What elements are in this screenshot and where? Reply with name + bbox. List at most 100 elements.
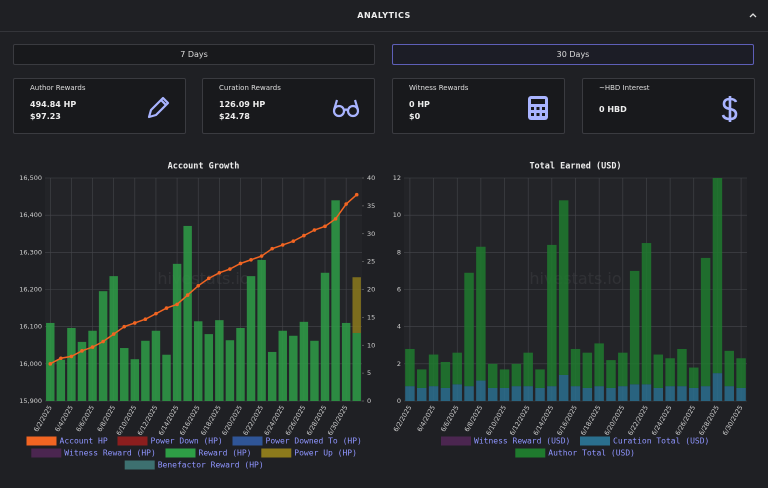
legend-label: Author Total (USD) xyxy=(548,449,635,458)
bar xyxy=(570,348,581,387)
bar xyxy=(582,352,593,388)
legend-swatch xyxy=(232,436,263,446)
x-tick-label: 6/20/2025 xyxy=(220,404,244,437)
x-tick-label: 6/2/2025 xyxy=(32,404,54,433)
bar xyxy=(535,387,545,401)
x-tick-label: 6/16/2025 xyxy=(178,404,202,437)
bar xyxy=(172,263,182,401)
bar xyxy=(77,341,87,401)
x-tick-label: 6/28/2025 xyxy=(305,404,329,437)
y-tick-label: 4 xyxy=(397,323,401,331)
line-point xyxy=(175,302,179,307)
range-button[interactable]: 30 Days xyxy=(392,44,754,65)
card-label: Author Rewards xyxy=(30,84,86,92)
bar xyxy=(558,200,569,375)
dollar-icon xyxy=(721,96,738,122)
x-tick-label: 6/30/2025 xyxy=(326,404,350,437)
bar xyxy=(641,384,652,401)
x-tick-label: 6/6/2025 xyxy=(439,404,461,433)
bar xyxy=(641,243,652,385)
x-tick-label: 6/10/2025 xyxy=(115,404,139,437)
x-tick-label: 6/16/2025 xyxy=(555,404,579,437)
bar xyxy=(236,327,245,401)
y-tick-label: 15,900 xyxy=(19,397,42,405)
line-point xyxy=(291,239,296,243)
stat-card: ~HBD Interest 0 HBD xyxy=(582,78,755,134)
bar xyxy=(511,363,522,387)
x-tick-label: 6/24/2025 xyxy=(650,404,674,437)
bar xyxy=(594,386,604,401)
bar xyxy=(98,291,108,401)
bar xyxy=(440,361,451,388)
line-point xyxy=(143,317,148,322)
y-tick-label: 6 xyxy=(397,286,401,294)
x-tick-label: 6/18/2025 xyxy=(579,404,603,437)
y-tick-label: 0 xyxy=(397,397,401,405)
bar xyxy=(736,358,746,388)
stat-card: Author Rewards 494.84 HP $97.23 xyxy=(13,78,186,134)
bar xyxy=(352,277,361,333)
legend-swatch xyxy=(580,436,610,446)
bar xyxy=(665,386,675,401)
y-tick-label: 16,400 xyxy=(19,211,42,219)
y-tick-label: 12 xyxy=(393,174,401,182)
bar xyxy=(570,386,581,401)
bar xyxy=(183,225,192,401)
bar xyxy=(665,358,675,387)
legend-swatch xyxy=(117,436,148,446)
bar xyxy=(653,354,664,388)
bar xyxy=(464,386,474,401)
bar xyxy=(653,387,664,401)
legend-label: Witness Reward (USD) xyxy=(474,437,570,446)
bar xyxy=(724,350,734,387)
card-label: Witness Rewards xyxy=(409,84,469,92)
x-tick-label: 6/22/2025 xyxy=(626,404,650,437)
bar xyxy=(535,369,545,388)
line-point xyxy=(344,202,348,206)
line-point xyxy=(164,306,169,310)
legend-label: Power Down (HP) xyxy=(151,437,223,446)
y2-tick-label: 35 xyxy=(367,202,375,210)
bar xyxy=(88,330,97,401)
legend-label: Curation Total (USD) xyxy=(613,437,709,446)
line-point xyxy=(333,217,338,221)
bar xyxy=(689,387,699,401)
bar xyxy=(331,200,340,401)
bar xyxy=(67,327,76,401)
legend-swatch xyxy=(441,436,471,446)
bar xyxy=(618,386,628,401)
bar xyxy=(547,244,557,387)
y2-tick-label: 40 xyxy=(367,174,375,182)
range-button[interactable]: 7 Days xyxy=(13,44,375,65)
bar xyxy=(476,246,486,381)
x-tick-label: 6/14/2025 xyxy=(157,404,181,437)
line-point xyxy=(238,261,243,266)
y-tick-label: 16,200 xyxy=(19,286,42,294)
bar xyxy=(724,386,734,401)
card-value: 494.84 HP xyxy=(30,100,77,109)
x-tick-label: 6/10/2025 xyxy=(484,404,508,437)
x-tick-label: 6/6/2025 xyxy=(74,404,96,433)
card-label: Curation Rewards xyxy=(219,84,281,92)
y-tick-label: 16,300 xyxy=(19,248,42,256)
y2-tick-label: 0 xyxy=(367,397,371,405)
bar xyxy=(120,348,129,401)
x-tick-label: 6/18/2025 xyxy=(199,404,223,437)
y2-tick-label: 10 xyxy=(367,341,375,349)
line-point xyxy=(154,311,158,316)
y-tick-label: 16,500 xyxy=(19,174,42,182)
x-tick-label: 6/4/2025 xyxy=(416,404,438,433)
bar xyxy=(417,369,427,388)
bar xyxy=(476,380,486,401)
y-tick-label: 16,000 xyxy=(19,360,42,368)
line-point xyxy=(90,345,95,349)
bar xyxy=(428,354,439,387)
bar xyxy=(606,360,616,388)
line-point xyxy=(228,267,232,271)
bar xyxy=(452,352,462,385)
bar xyxy=(440,387,451,401)
legend-swatch xyxy=(31,448,62,458)
x-tick-label: 6/12/2025 xyxy=(136,404,160,437)
line-point xyxy=(80,349,84,353)
collapse-icon[interactable] xyxy=(748,10,758,20)
